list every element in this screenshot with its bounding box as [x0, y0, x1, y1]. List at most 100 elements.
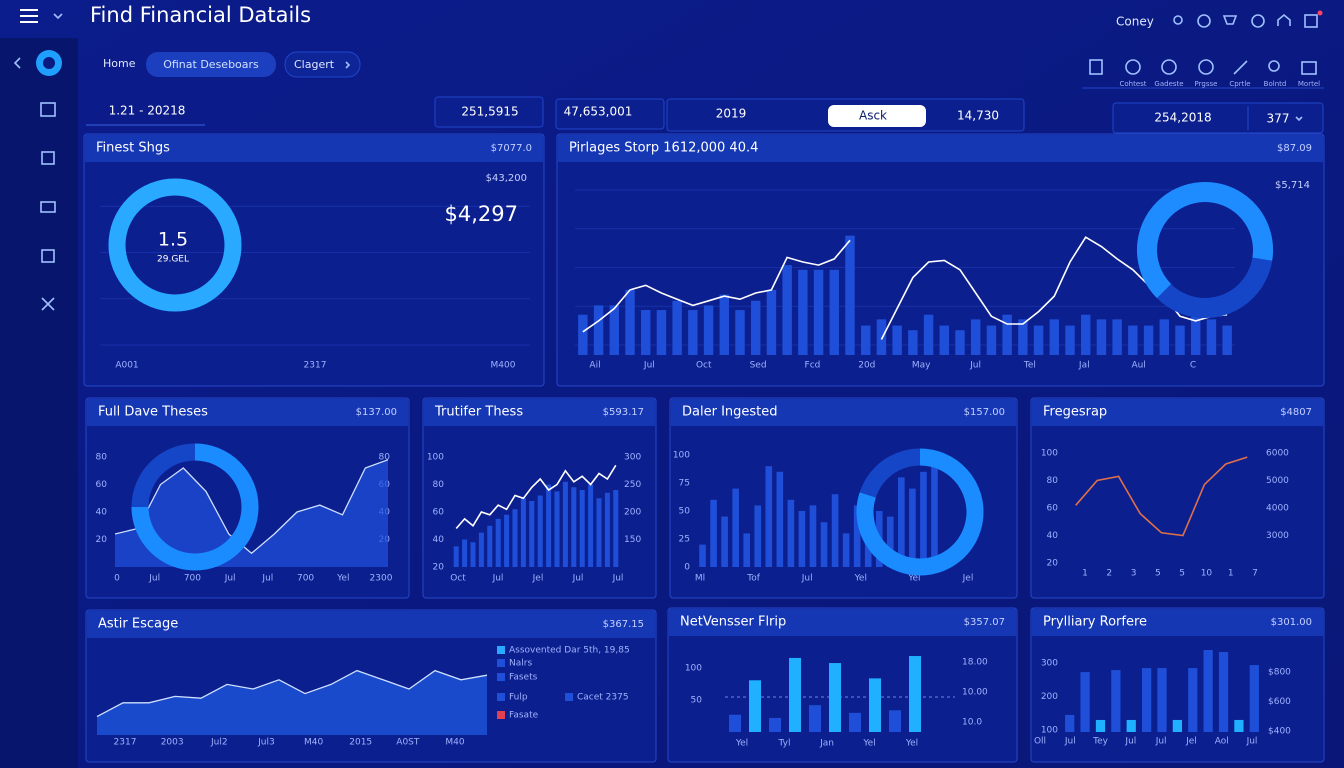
bar: [920, 471, 927, 567]
bar: [613, 490, 619, 567]
x-tick-label: 2317: [114, 738, 137, 748]
bar: [845, 235, 855, 355]
x-tick-label: Jul: [572, 574, 584, 584]
y-tick-label: 300: [1041, 659, 1058, 669]
toolbar-label: Prgsse: [1195, 80, 1218, 88]
x-tick-label: 2300: [370, 574, 393, 584]
panel-header: [671, 399, 1016, 426]
bar: [1142, 668, 1152, 732]
donut-center-label: 29.GEL: [157, 255, 189, 265]
bar: [809, 705, 821, 732]
filter-value[interactable]: 14,730: [957, 109, 999, 123]
bar: [754, 505, 762, 567]
panel-value: $137.00: [356, 407, 397, 418]
bar: [672, 300, 682, 355]
x-tick-label: Yel: [854, 574, 867, 584]
x-tick-label: 5: [1155, 569, 1161, 579]
panel-title: Astir Escage: [98, 617, 178, 632]
x-tick-label: Oct: [696, 361, 712, 371]
chevron: [345, 61, 351, 69]
panel-header: [85, 135, 543, 162]
area: [115, 459, 388, 567]
bar: [971, 319, 981, 355]
y-tick-label: 40: [96, 508, 108, 518]
panel-header: [1032, 399, 1323, 426]
bar: [787, 499, 795, 567]
y-tick-label: 0: [684, 563, 690, 573]
panel-title: Full Dave Theses: [98, 405, 208, 420]
y-tick-label: 100: [427, 453, 444, 463]
x-tick-label: M400: [491, 361, 516, 371]
breadcrumb[interactable]: Ofinat Deseboars: [163, 58, 259, 71]
breadcrumb[interactable]: Home: [103, 57, 136, 70]
y-tick-label: 80: [1047, 476, 1059, 486]
x-tick-label: Jul2: [210, 738, 228, 748]
back-button[interactable]: [13, 57, 21, 69]
bar: [719, 294, 729, 355]
x-tick-label: 2003: [161, 738, 184, 748]
y-tick-label: 20: [1047, 559, 1059, 569]
bar: [495, 518, 501, 567]
bar: [923, 314, 934, 355]
bar: [1049, 319, 1059, 355]
bar: [1128, 325, 1138, 355]
bar: [546, 484, 552, 567]
bar: [562, 481, 568, 567]
y-tick-label: 80: [433, 480, 445, 490]
panel-header: [87, 611, 655, 638]
bar: [889, 710, 901, 732]
x-tick-label: Yel: [336, 574, 349, 584]
y2-tick-label: 10.0: [962, 718, 982, 728]
filter-value[interactable]: 377: [1267, 112, 1290, 126]
bar: [876, 319, 887, 355]
x-tick-label: Aol: [1215, 737, 1229, 747]
x-tick-label: 5: [1179, 569, 1185, 579]
bar: [1065, 325, 1075, 355]
panel-subtitle: $43,200: [486, 173, 527, 184]
y-tick-label: 40: [1047, 531, 1059, 541]
bar: [656, 310, 667, 355]
bar: [625, 289, 635, 355]
bar: [609, 305, 619, 355]
filter-value[interactable]: 254,2018: [1154, 111, 1211, 125]
bar: [710, 499, 717, 567]
filter-value[interactable]: 47,653,001: [564, 105, 633, 119]
toolbar-label: Gadeste: [1154, 80, 1183, 88]
x-tick-label: 0: [114, 574, 120, 584]
filter-value[interactable]: 1.21 - 20218: [109, 104, 186, 118]
x-tick-label: Jel: [532, 574, 544, 584]
bar: [1126, 719, 1136, 732]
app-title: Find Financial Datails: [90, 3, 311, 27]
bar: [579, 490, 585, 567]
user-name[interactable]: Coney: [1116, 15, 1154, 29]
x-tick-label: Jul: [1155, 737, 1167, 747]
filter-value[interactable]: 2019: [716, 107, 747, 121]
bar: [743, 533, 751, 567]
line: [455, 464, 617, 530]
filter-value[interactable]: 251,5915: [461, 105, 518, 119]
area: [97, 670, 487, 735]
y-tick-label: 80: [96, 453, 108, 463]
x-tick-label: Jul: [969, 361, 981, 371]
bar: [831, 494, 839, 567]
bar: [931, 460, 938, 567]
toolbar-icons[interactable]: [1082, 59, 1324, 89]
breadcrumb-active[interactable]: [146, 52, 276, 77]
y2-tick-label: 3000: [1266, 531, 1289, 541]
bar: [1222, 325, 1232, 355]
donut-center-value: 1.5: [158, 229, 188, 251]
line: [1075, 456, 1248, 537]
bar: [1002, 314, 1012, 355]
y-tick-label: 20: [433, 563, 445, 573]
breadcrumb-pill[interactable]: [284, 51, 361, 78]
panel: [83, 133, 545, 387]
y-tick-label: 200: [1041, 692, 1058, 702]
bar: [886, 516, 894, 567]
bar: [641, 310, 651, 355]
breadcrumb[interactable]: Clagert: [294, 58, 335, 71]
filter-value[interactable]: Asck: [859, 109, 887, 123]
header-icons[interactable]: [1173, 10, 1323, 28]
nav-icons[interactable]: [40, 102, 56, 311]
menu-button[interactable]: [20, 9, 63, 23]
